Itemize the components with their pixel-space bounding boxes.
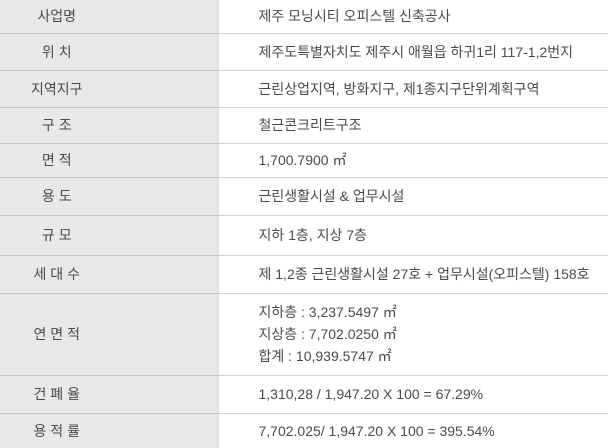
value-location: 제주도특별자치도 제주시 애월읍 하귀1리 117-1,2번지: [218, 33, 608, 71]
value-text: 지하 1층, 지상 7층: [258, 227, 367, 243]
label-text: 위 치: [41, 43, 72, 60]
label-text: 규 모: [41, 227, 72, 243]
value-total-floor-area: 지하층 : 3,237.5497 ㎡ 지상층 : 7,702.0250 ㎡ 합계…: [218, 293, 608, 376]
value-text-basement: 지하층 : 3,237.5497 ㎡: [258, 304, 397, 320]
value-text: 1,310,28 / 1,947.20 X 100 = 67.29%: [258, 386, 484, 402]
value-text: 근린상업지역, 방화지구, 제1종지구단위계획구역: [258, 80, 540, 97]
value-usage: 근린생활시설 & 업무시설: [218, 177, 608, 216]
value-floor-area-ratio: 7,702.025/ 1,947.20 X 100 = 395.54%: [218, 413, 608, 448]
table-row-total-floor-area: 연 면 적 지하층 : 3,237.5497 ㎡ 지상층 : 7,702.025…: [0, 293, 608, 376]
label-scale: 규 모: [0, 215, 219, 256]
value-zoning-district: 근린상업지역, 방화지구, 제1종지구단위계획구역: [218, 70, 608, 108]
label-text: 연 면 적: [33, 326, 80, 342]
label-text: 사업명: [37, 8, 77, 25]
label-structure: 구 조: [0, 107, 219, 144]
table-row-usage: 용 도 근린생활시설 & 업무시설: [0, 177, 608, 216]
table-row-structure: 구 조 철근콘크리트구조: [0, 107, 608, 144]
label-text: 구 조: [41, 117, 72, 133]
value-text: 근린생활시설 & 업무시설: [258, 188, 405, 204]
label-location: 위 치: [0, 33, 219, 71]
value-text-total: 합계 : 10,939.5747 ㎡: [258, 348, 392, 364]
label-site-area: 면 적: [0, 143, 219, 178]
table-row-unit-count: 세 대 수 제 1,2종 근린생활시설 27호 + 업무시설(오피스텔) 158…: [0, 255, 608, 294]
value-building-coverage-ratio: 1,310,28 / 1,947.20 X 100 = 67.29%: [218, 375, 608, 414]
label-building-coverage-ratio: 건 폐 율: [0, 375, 219, 414]
value-text: 제 1,2종 근린생활시설 27호 + 업무시설(오피스텔) 158호: [258, 266, 590, 282]
label-zoning-district: 지역지구: [0, 70, 219, 108]
label-project-name: 사업명: [0, 0, 219, 34]
value-scale: 지하 1층, 지상 7층: [218, 215, 608, 256]
value-text-above-ground: 지상층 : 7,702.0250 ㎡: [258, 326, 397, 342]
label-text: 건 폐 율: [33, 386, 80, 402]
table-row-floor-area-ratio: 용 적 률 7,702.025/ 1,947.20 X 100 = 395.54…: [0, 413, 608, 448]
table-row-zoning-district: 지역지구 근린상업지역, 방화지구, 제1종지구단위계획구역: [0, 70, 608, 108]
value-project-name: 제주 모닝시티 오피스텔 신축공사: [218, 0, 608, 34]
label-floor-area-ratio: 용 적 률: [0, 413, 219, 448]
value-site-area: 1,700.7900 ㎡: [218, 143, 608, 178]
value-text: 1,700.7900 ㎡: [258, 152, 347, 168]
label-total-floor-area: 연 면 적: [0, 293, 219, 376]
table-row-building-coverage-ratio: 건 폐 율 1,310,28 / 1,947.20 X 100 = 67.29%: [0, 375, 608, 414]
value-text: 7,702.025/ 1,947.20 X 100 = 395.54%: [258, 422, 495, 439]
value-structure: 철근콘크리트구조: [218, 107, 608, 144]
label-text: 지역지구: [30, 80, 83, 97]
value-unit-count: 제 1,2종 근린생활시설 27호 + 업무시설(오피스텔) 158호: [218, 255, 608, 294]
value-text: 제주도특별자치도 제주시 애월읍 하귀1리 117-1,2번지: [258, 43, 574, 60]
label-text: 용 적 률: [33, 422, 80, 439]
table-row-location: 위 치 제주도특별자치도 제주시 애월읍 하귀1리 117-1,2번지: [0, 33, 608, 71]
table-row-project-name: 사업명 제주 모닝시티 오피스텔 신축공사: [0, 0, 608, 34]
table-row-scale: 규 모 지하 1층, 지상 7층: [0, 215, 608, 256]
label-usage: 용 도: [0, 177, 219, 216]
label-text: 용 도: [41, 188, 72, 204]
label-text: 면 적: [41, 152, 72, 168]
table-row-site-area: 면 적 1,700.7900 ㎡: [0, 143, 608, 178]
value-text: 철근콘크리트구조: [258, 117, 362, 133]
value-text: 제주 모닝시티 오피스텔 신축공사: [258, 8, 451, 25]
label-text: 세 대 수: [33, 266, 80, 282]
label-unit-count: 세 대 수: [0, 255, 219, 294]
